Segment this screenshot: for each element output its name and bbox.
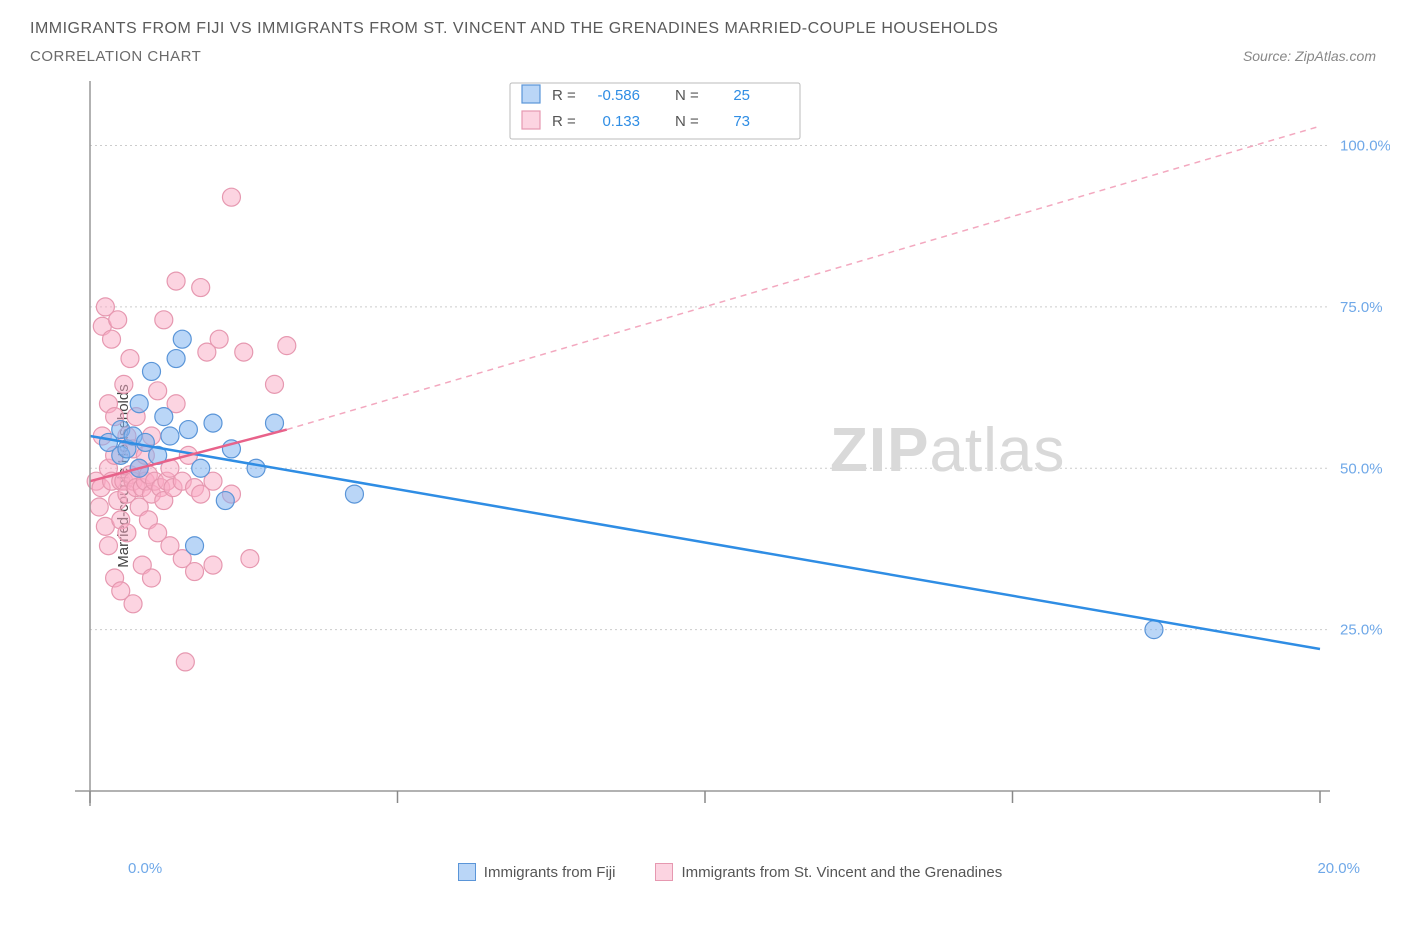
svg-text:25: 25 <box>733 87 750 104</box>
svg-text:-0.586: -0.586 <box>597 87 640 104</box>
legend-swatch-pink <box>655 863 673 881</box>
svg-text:75.0%: 75.0% <box>1340 299 1383 316</box>
x-max-label: 20.0% <box>1317 860 1360 877</box>
svg-text:N =: N = <box>675 87 699 104</box>
chart-area: Married-couple Households ZIPatlas 25.0%… <box>30 71 1376 881</box>
svg-text:0.133: 0.133 <box>602 113 640 130</box>
svg-text:N =: N = <box>675 113 699 130</box>
svg-text:50.0%: 50.0% <box>1340 460 1383 477</box>
series-legend: 0.0% Immigrants from Fiji Immigrants fro… <box>70 863 1390 881</box>
svg-text:R =: R = <box>552 113 576 130</box>
legend-swatch-blue <box>458 863 476 881</box>
svg-text:73: 73 <box>733 113 750 130</box>
header: IMMIGRANTS FROM FIJI VS IMMIGRANTS FROM … <box>30 20 1376 65</box>
chart-title: IMMIGRANTS FROM FIJI VS IMMIGRANTS FROM … <box>30 20 1376 38</box>
scatter-plot: ZIPatlas 25.0% 50.0% 75.0% 100.0% R = -0.586… <box>70 71 1390 841</box>
legend-item-stvincent: Immigrants from St. Vincent and the Gren… <box>655 863 1002 881</box>
watermark: ZIPatlas <box>830 416 1065 485</box>
chart-subtitle: CORRELATION CHART <box>30 48 201 65</box>
svg-text:100.0%: 100.0% <box>1340 138 1390 155</box>
legend-item-fiji: Immigrants from Fiji <box>458 863 616 881</box>
x-min-label: 0.0% <box>128 860 162 877</box>
source-label: Source: ZipAtlas.com <box>1243 48 1376 64</box>
correlation-legend: R = -0.586 N = 25 R = 0.133 N = 73 <box>510 83 800 139</box>
svg-text:R =: R = <box>552 87 576 104</box>
svg-text:25.0%: 25.0% <box>1340 622 1383 639</box>
